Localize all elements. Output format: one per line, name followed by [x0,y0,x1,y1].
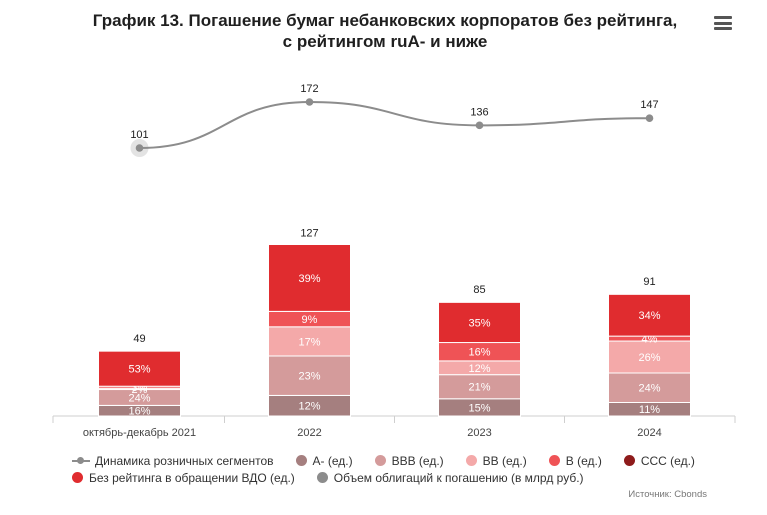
bar-segment-label-1-1: 23% [298,371,320,383]
bar-segment-label-3-2: 26% [638,352,660,364]
legend-item-bbb[interactable]: BBB (ед.) [374,453,444,468]
bar-segment-label-1-5: 39% [298,273,320,285]
x-tick-label-3: 2024 [637,427,661,439]
legend-label: B (ед.) [565,453,602,468]
legend-label: BB (ед.) [482,453,527,468]
legend-label: Без рейтинга в обращении ВДО (ед.) [89,470,295,485]
legend-label: Объем облигаций к погашению (в млрд руб.… [333,470,584,485]
bar-segment-label-0-0: 16% [128,406,150,418]
bar-segment-label-2-5: 35% [468,317,490,329]
legend-label: BBB (ед.) [391,453,444,468]
legend-item-a-minus[interactable]: А- (ед.) [295,453,353,468]
legend-swatch-volume [316,472,328,483]
bar-segment-label-3-1: 24% [638,383,660,395]
bar-segment-label-3-5: 34% [638,310,660,322]
line-point-3 [645,114,654,122]
bar-total-label-2: 85 [473,284,485,296]
legend-item-ccc[interactable]: CCC (ед.) [623,453,695,468]
hamburger-menu-icon[interactable] [714,16,732,30]
legend-item-line[interactable]: Динамика розничных сегментов [72,454,274,468]
bar-segment-label-2-0: 15% [468,402,490,414]
line-point-1 [305,98,314,106]
bar-segment-label-0-1: 24% [128,392,150,404]
chart-title-line-2: с рейтингом ruA- и ниже [282,32,488,51]
bar-segment-3-5 [608,293,691,337]
bar-segment-label-0-5: 53% [128,364,150,376]
bar-segment-1-5 [268,243,351,312]
bar-segment-2-5 [438,301,521,344]
bar-segment-3-2 [608,340,691,374]
legend-swatch [548,455,560,466]
line-point-2 [475,121,484,130]
bar-segment-1-1 [268,355,351,396]
line-series-marker-icon [72,455,90,466]
bar-total-label-1: 127 [300,227,318,239]
line-point-label-0: 101 [130,129,148,141]
legend: Динамика розничных сегментов А- (ед.) BB… [72,452,752,486]
bar-segment-label-2-1: 21% [468,382,490,394]
legend-swatch [374,455,386,466]
legend-row-2: Без рейтинга в обращении ВДО (ед.) Объем… [72,469,752,486]
bar-segment-label-1-2: 17% [298,336,320,348]
legend-swatch [623,455,635,466]
legend-item-b[interactable]: B (ед.) [548,453,602,468]
bar-total-label-3: 91 [643,276,655,288]
bar-segment-label-2-2: 12% [468,363,490,375]
legend-label: А- (ед.) [312,453,353,468]
chart-title-line-1: График 13. Погашение бумаг небанковских … [92,11,678,30]
legend-label: CCC (ед.) [640,453,695,468]
bar-segment-label-1-3: 9% [302,314,318,326]
legend-row-1: Динамика розничных сегментов А- (ед.) BB… [72,452,752,469]
legend-item-volume[interactable]: Объем облигаций к погашению (в млрд руб.… [316,470,584,485]
x-tick-label-2: 2023 [467,427,491,439]
legend-swatch [72,472,83,483]
line-series-path [139,100,650,149]
legend-label: Динамика розничных сегментов [95,453,274,468]
line-point-label-2: 136 [470,106,488,118]
legend-item-unrated[interactable]: Без рейтинга в обращении ВДО (ед.) [72,471,295,485]
legend-item-bb[interactable]: BB (ед.) [465,453,527,468]
x-tick-label-0: октябрь-декабрь 2021 [83,427,196,439]
source-note: Источник: Cbonds [628,489,707,500]
line-point-label-3: 147 [640,99,658,111]
line-point-0 [135,144,144,152]
bar-segment-label-3-0: 11% [639,404,660,416]
legend-swatch [295,455,307,466]
chart-title: График 13. Погашение бумаг небанковских … [40,10,730,52]
legend-swatch [465,455,477,466]
bar-segment-label-2-3: 16% [468,347,490,359]
bar-segment-label-1-0: 12% [298,401,320,413]
x-tick-label-1: 2022 [297,427,321,439]
line-point-label-1: 172 [300,83,318,95]
bar-segment-0-5 [98,350,181,387]
bar-total-label-0: 49 [133,333,145,345]
